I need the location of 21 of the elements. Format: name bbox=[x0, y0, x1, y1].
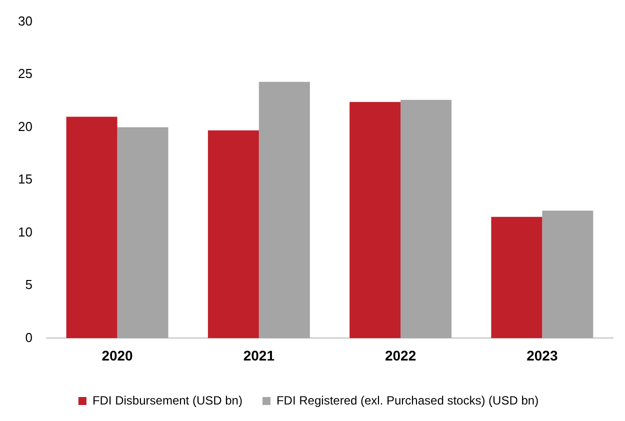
y-tick-label: 15 bbox=[18, 172, 32, 187]
y-tick-label: 25 bbox=[18, 66, 32, 82]
x-tick-label: 2021 bbox=[243, 347, 275, 364]
legend-label: FDI Registered (exl. Purchased stocks) (USD bn) bbox=[276, 393, 539, 408]
x-tick-label: 2020 bbox=[102, 347, 134, 364]
bar bbox=[208, 130, 259, 338]
y-tick-label: 10 bbox=[18, 224, 32, 240]
y-tick-label: 5 bbox=[25, 277, 32, 292]
bar bbox=[400, 100, 452, 338]
bar bbox=[491, 216, 542, 338]
bar bbox=[350, 102, 401, 338]
bar bbox=[542, 210, 594, 338]
legend-label: FDI Disbursement (USD bn) bbox=[92, 393, 242, 408]
y-tick-label: 20 bbox=[18, 118, 32, 134]
x-tick-label: 2023 bbox=[526, 347, 558, 364]
bar bbox=[66, 116, 118, 338]
y-tick-label: 30 bbox=[18, 13, 32, 28]
bar bbox=[117, 127, 168, 338]
bar bbox=[258, 82, 310, 338]
x-tick-label: 2022 bbox=[384, 347, 416, 364]
y-tick-label: 0 bbox=[25, 330, 32, 345]
